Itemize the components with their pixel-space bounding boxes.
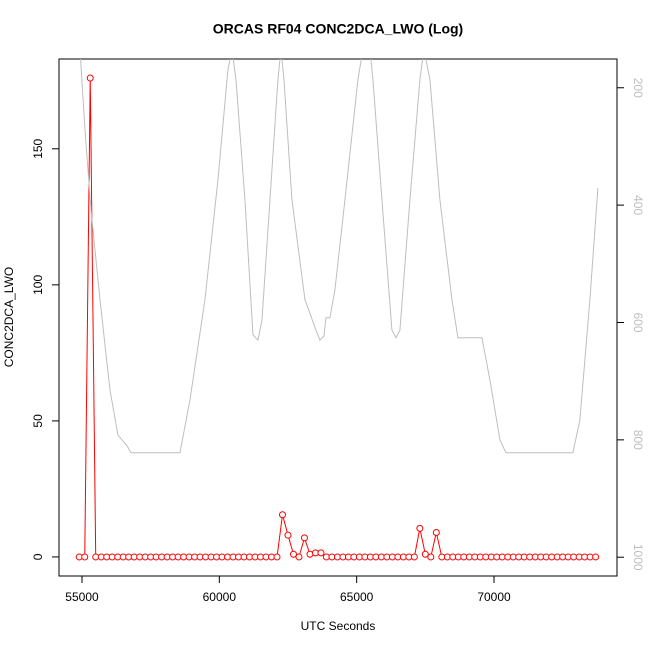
chart-title: ORCAS RF04 CONC2DCA_LWO (Log) — [213, 21, 463, 37]
data-point — [300, 534, 308, 542]
y2-tick-label: 200 — [631, 78, 645, 98]
y-tick-label: 150 — [31, 138, 45, 158]
y-axis-label: CONC2DCA_LWO — [2, 267, 16, 367]
x-tick-label: 65000 — [340, 590, 374, 604]
plot-area — [75, 59, 600, 561]
data-point — [273, 553, 281, 561]
x-tick-label: 60000 — [203, 590, 237, 604]
y-tick-label: 0 — [31, 553, 45, 560]
data-point — [421, 550, 429, 558]
y-tick-label: 100 — [31, 275, 45, 295]
x-axis-label: UTC Seconds — [301, 619, 376, 633]
data-point — [427, 553, 435, 561]
data-point — [289, 550, 297, 558]
x-tick-label: 70000 — [477, 590, 511, 604]
data-point — [432, 528, 440, 536]
series-line — [80, 59, 599, 454]
y2-tick-label: 1000 — [631, 544, 645, 571]
data-point — [410, 553, 418, 561]
data-point — [295, 553, 303, 561]
data-point — [317, 549, 325, 557]
y-tick-label: 50 — [31, 414, 45, 428]
data-point — [284, 531, 292, 539]
y2-tick-label: 600 — [631, 312, 645, 332]
data-point — [86, 74, 94, 82]
data-point — [81, 553, 89, 561]
data-point — [279, 511, 287, 519]
y2-tick-label: 800 — [631, 430, 645, 450]
y2-tick-label: 400 — [631, 195, 645, 215]
data-point — [416, 524, 424, 532]
data-point — [592, 553, 600, 561]
x-tick-label: 55000 — [65, 590, 99, 604]
